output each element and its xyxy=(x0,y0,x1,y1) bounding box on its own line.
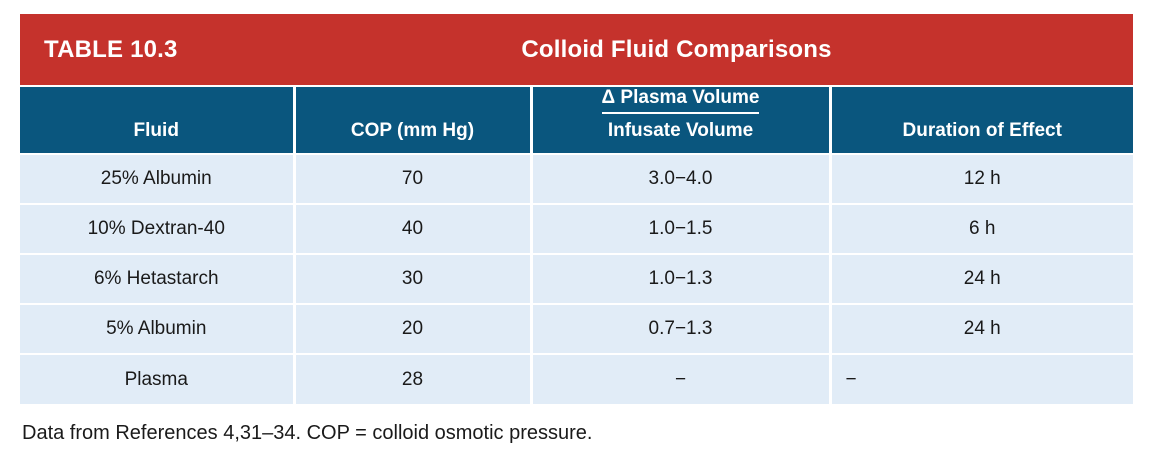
column-header-cop: COP (mm Hg) xyxy=(292,85,533,155)
cell-duration: 12 h xyxy=(828,153,1133,205)
cell-ratio: − xyxy=(529,353,832,404)
cell-ratio: 1.0−1.3 xyxy=(529,253,832,305)
cell-fluid: 10% Dextran-40 xyxy=(20,203,296,255)
data-table: Fluid COP (mm Hg) Δ Plasma Volume Infusa… xyxy=(20,85,1133,404)
ratio-denominator: Infusate Volume xyxy=(607,120,754,141)
cell-cop: 30 xyxy=(292,253,533,305)
table-title: Colloid Fluid Comparisons xyxy=(521,36,832,63)
cell-ratio: 1.0−1.5 xyxy=(529,203,832,255)
cell-duration: 24 h xyxy=(828,303,1133,355)
column-header-duration: Duration of Effect xyxy=(828,85,1133,155)
cell-ratio: 0.7−1.3 xyxy=(529,303,832,355)
table-title-bar: TABLE 10.3 Colloid Fluid Comparisons xyxy=(20,14,1133,85)
cell-cop: 28 xyxy=(292,353,533,404)
header-row: Fluid COP (mm Hg) Δ Plasma Volume Infusa… xyxy=(20,85,1133,155)
cell-fluid: 6% Hetastarch xyxy=(20,253,296,305)
table-row: 10% Dextran-40 40 1.0−1.5 6 h xyxy=(20,203,1133,255)
cell-cop: 70 xyxy=(292,153,533,205)
cell-duration: 24 h xyxy=(828,253,1133,305)
cell-ratio: 3.0−4.0 xyxy=(529,153,832,205)
cell-fluid: 5% Albumin xyxy=(20,303,296,355)
table-footnote: Data from References 4,31–34. COP = coll… xyxy=(22,422,593,444)
cell-fluid: 25% Albumin xyxy=(20,153,296,205)
table-body: 25% Albumin 70 3.0−4.0 12 h 10% Dextran-40 40… xyxy=(20,153,1133,404)
cell-cop: 40 xyxy=(292,203,533,255)
cell-cop: 20 xyxy=(292,303,533,355)
table-row: 25% Albumin 70 3.0−4.0 12 h xyxy=(20,153,1133,205)
table-row: Plasma 28− − xyxy=(20,353,1133,404)
ratio-numerator: Δ Plasma Volume xyxy=(601,87,760,114)
cell-duration: − xyxy=(828,353,1133,404)
cell-duration: 6 h xyxy=(828,203,1133,255)
table-row: 5% Albumin 20 0.7−1.3 24 h xyxy=(20,303,1133,355)
table-row: 6% Hetastarch 30 1.0−1.3 24 h xyxy=(20,253,1133,305)
column-header-fluid: Fluid xyxy=(20,85,296,155)
table-number-label: TABLE 10.3 xyxy=(44,35,178,63)
column-header-plasma-volume-ratio: Δ Plasma Volume Infusate Volume xyxy=(529,85,832,155)
colloid-fluid-table: TABLE 10.3 Colloid Fluid Comparisons Flu… xyxy=(20,14,1133,404)
cell-fluid: Plasma xyxy=(20,353,296,404)
